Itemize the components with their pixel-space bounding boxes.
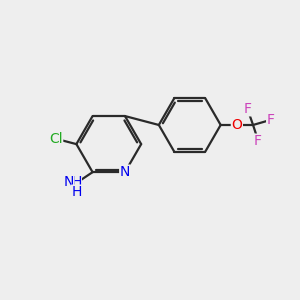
Text: F: F bbox=[243, 102, 251, 116]
Text: F: F bbox=[267, 113, 275, 127]
Text: Cl: Cl bbox=[49, 132, 63, 146]
Text: O: O bbox=[231, 118, 242, 132]
Text: H: H bbox=[71, 185, 82, 199]
Text: N: N bbox=[120, 165, 130, 179]
Text: F: F bbox=[254, 134, 262, 148]
Text: H: H bbox=[71, 175, 82, 189]
Text: N: N bbox=[64, 175, 74, 189]
